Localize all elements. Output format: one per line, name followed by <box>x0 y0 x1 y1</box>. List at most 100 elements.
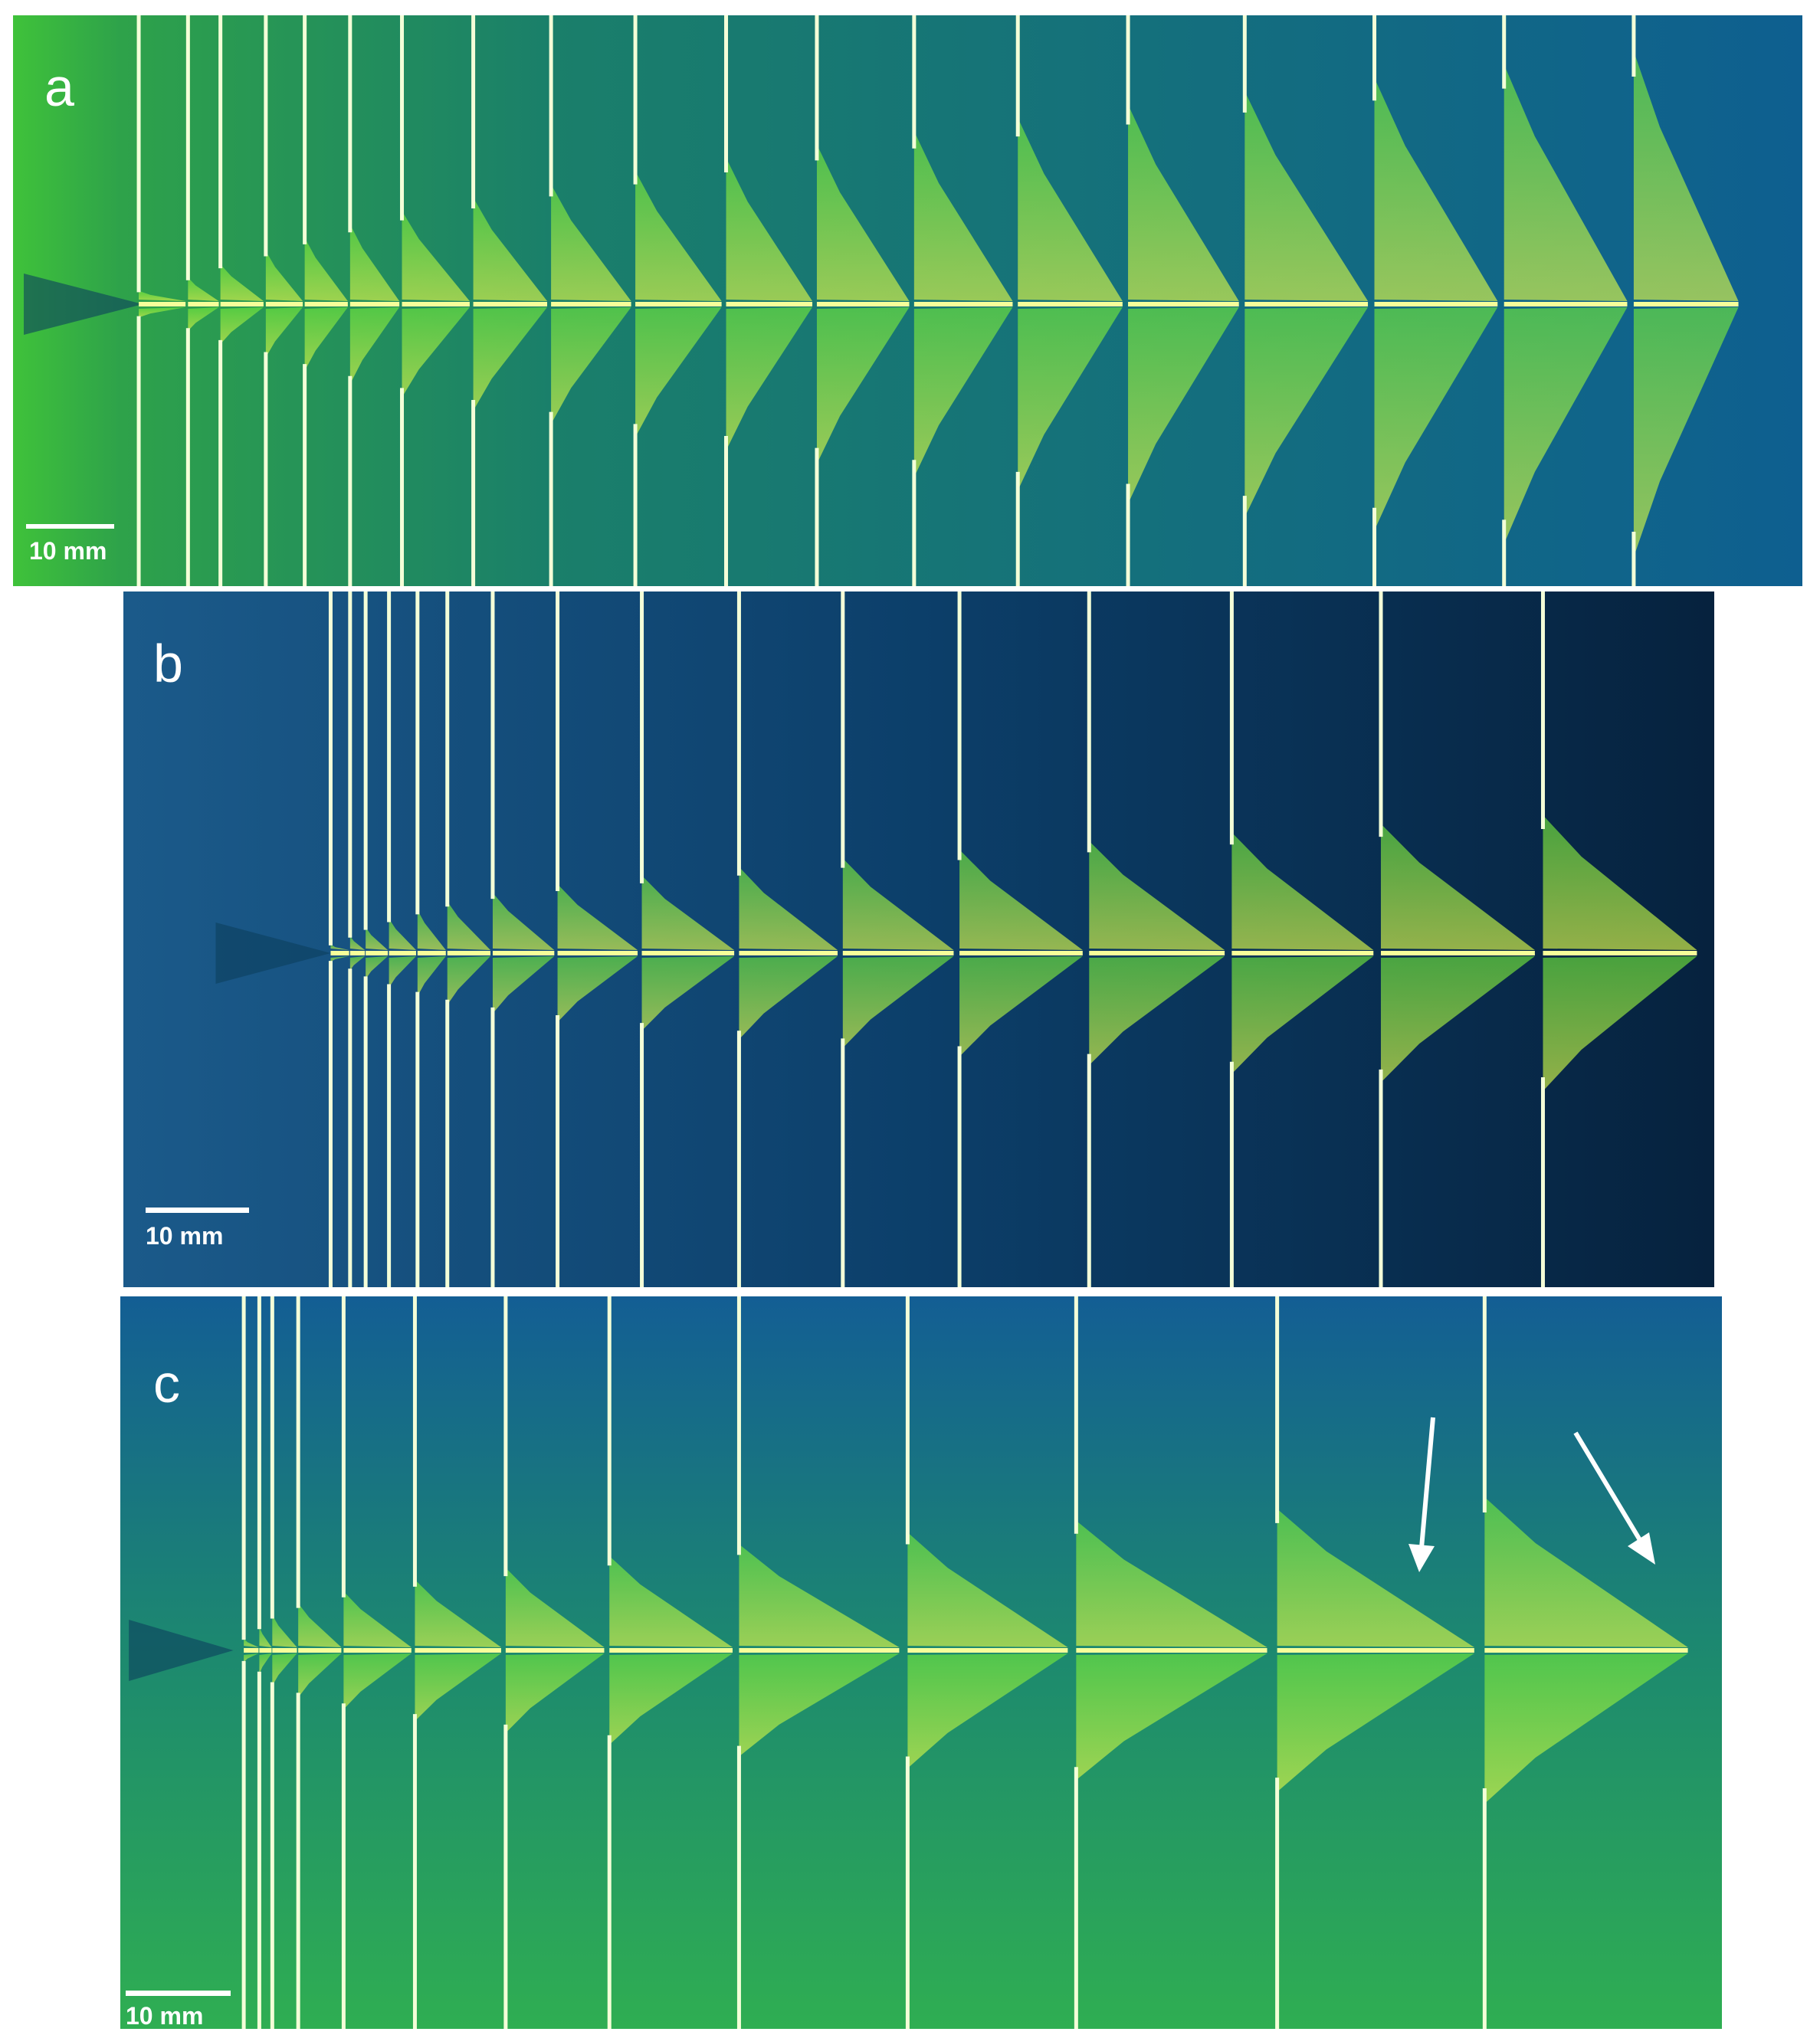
debris-cloud <box>402 307 470 398</box>
panel-label: b <box>153 634 183 693</box>
debris-cloud <box>907 1653 1068 1768</box>
projectile-nose <box>215 922 331 984</box>
debris-cloud <box>1018 117 1123 301</box>
debris-cloud <box>505 1568 605 1647</box>
debris-cloud <box>907 1532 1068 1647</box>
projectile-nose <box>129 1620 234 1681</box>
debris-cloud <box>343 1591 412 1647</box>
debris-cloud <box>635 307 722 437</box>
debris-cloud <box>330 944 349 950</box>
debris-cloud <box>259 1627 272 1647</box>
debris-cloud <box>913 307 1013 477</box>
debris-cloud <box>473 198 548 301</box>
debris-cloud <box>139 290 186 301</box>
debris-cloud <box>349 936 366 950</box>
debris-cloud <box>557 884 638 950</box>
debris-cloud <box>1543 815 1697 950</box>
debris-cloud <box>959 850 1083 950</box>
debris-cloud <box>1244 91 1369 302</box>
debris-cloud <box>1374 77 1498 301</box>
debris-cloud <box>739 1544 900 1647</box>
debris-cloud <box>1484 1653 1688 1804</box>
debris-cloud <box>447 956 490 1005</box>
debris-cloud <box>349 224 400 301</box>
debris-cloud <box>330 956 349 962</box>
debris-cloud <box>505 1653 605 1733</box>
debris-cloud <box>349 307 400 385</box>
debris-cloud <box>1018 307 1123 491</box>
debris-cloud <box>492 956 555 1014</box>
debris-cloud <box>417 956 446 997</box>
debris-cloud <box>417 909 446 950</box>
debris-cloud <box>635 171 722 301</box>
scale-bar-label: 10 mm <box>146 1222 223 1250</box>
debris-cloud <box>188 277 219 301</box>
debris-cloud <box>415 1579 501 1647</box>
debris-cloud <box>304 307 348 371</box>
debris-cloud <box>1504 64 1628 302</box>
debris-cloud <box>1231 956 1374 1074</box>
debris-cloud <box>842 956 954 1048</box>
debris-cloud <box>1128 104 1239 301</box>
debris-cloud <box>473 307 548 411</box>
image-strips <box>24 15 1739 2029</box>
scale-bar <box>146 1208 249 1213</box>
scale-bar <box>26 524 114 529</box>
debris-cloud <box>272 1653 297 1686</box>
debris-cloud <box>609 1555 733 1647</box>
debris-cloud <box>739 1653 900 1757</box>
debris-cloud <box>1277 1509 1474 1647</box>
debris-cloud <box>1128 307 1239 504</box>
debris-cloud <box>244 1638 259 1647</box>
debris-cloud <box>220 264 264 301</box>
debris-cloud <box>188 307 219 331</box>
debris-cloud <box>343 1653 412 1709</box>
debris-cloud <box>298 1603 342 1647</box>
debris-cloud <box>349 956 366 971</box>
debris-cloud <box>1231 832 1374 950</box>
debris-cloud <box>1633 307 1739 557</box>
debris-cloud <box>265 307 303 358</box>
debris-cloud <box>244 1653 259 1663</box>
debris-cloud <box>139 307 186 318</box>
debris-cloud <box>492 893 555 950</box>
debris-cloud <box>739 956 838 1040</box>
debris-cloud <box>551 184 631 301</box>
debris-cloud <box>272 1614 297 1647</box>
debris-cloud <box>1484 1497 1688 1647</box>
debris-cloud <box>1277 1653 1474 1792</box>
debris-cloud <box>739 867 838 950</box>
debris-cloud <box>447 901 490 950</box>
projectile-nose <box>24 274 143 335</box>
debris-cloud <box>726 307 813 451</box>
debris-cloud <box>259 1653 272 1674</box>
debris-cloud <box>842 858 954 950</box>
debris-cloud <box>1244 307 1369 517</box>
debris-cloud <box>1380 956 1535 1083</box>
debris-cloud <box>389 919 416 950</box>
debris-cloud <box>557 956 638 1022</box>
debris-cloud <box>265 251 303 301</box>
debris-cloud <box>641 956 735 1031</box>
debris-cloud <box>1543 956 1697 1091</box>
debris-cloud <box>959 956 1083 1057</box>
panel-label: c <box>153 1354 180 1414</box>
debris-cloud <box>913 131 1013 301</box>
debris-cloud <box>609 1653 733 1745</box>
debris-cloud <box>304 238 348 301</box>
debris-cloud <box>551 307 631 424</box>
debris-cloud <box>1633 51 1739 301</box>
debris-cloud <box>1374 307 1498 531</box>
scale-bar-label: 10 mm <box>29 537 107 565</box>
debris-cloud <box>1380 824 1535 950</box>
debris-cloud <box>641 875 735 950</box>
debris-cloud <box>298 1653 342 1698</box>
debris-cloud <box>220 307 264 345</box>
arrows <box>1408 1417 1655 1572</box>
debris-cloud <box>415 1653 501 1722</box>
debris-cloud <box>1076 1653 1267 1781</box>
scale-bar <box>126 1991 231 1996</box>
debris-cloud <box>726 157 813 301</box>
